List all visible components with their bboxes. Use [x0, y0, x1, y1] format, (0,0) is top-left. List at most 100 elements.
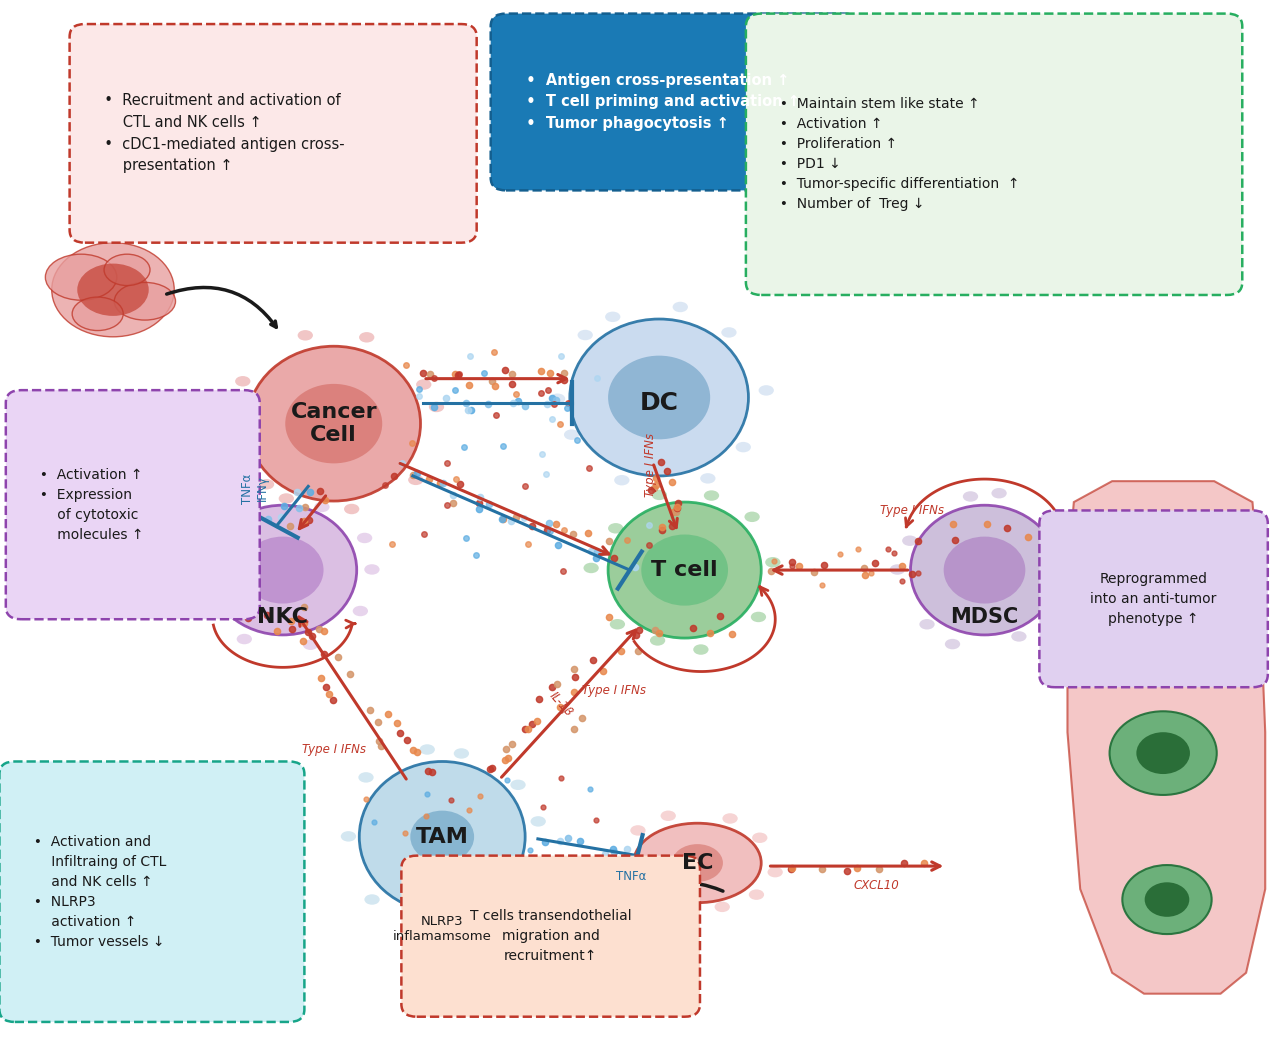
Text: •  Antigen cross-presentation ↑
  •  T cell priming and activation ↑
  •  Tumor : • Antigen cross-presentation ↑ • T cell … — [516, 73, 800, 131]
Ellipse shape — [77, 264, 148, 316]
Text: Type I IFNs: Type I IFNs — [583, 684, 647, 697]
FancyBboxPatch shape — [1039, 510, 1268, 687]
Ellipse shape — [1136, 732, 1190, 774]
Ellipse shape — [242, 537, 323, 604]
Ellipse shape — [608, 502, 762, 638]
Ellipse shape — [210, 520, 225, 530]
Ellipse shape — [530, 816, 546, 826]
Ellipse shape — [114, 282, 175, 320]
Ellipse shape — [604, 312, 620, 322]
Ellipse shape — [610, 619, 625, 630]
Ellipse shape — [574, 920, 676, 983]
Ellipse shape — [285, 384, 382, 463]
Ellipse shape — [745, 511, 759, 522]
Ellipse shape — [227, 425, 243, 435]
Ellipse shape — [962, 492, 978, 502]
Ellipse shape — [672, 844, 723, 882]
Ellipse shape — [104, 254, 150, 286]
Ellipse shape — [635, 894, 651, 905]
Ellipse shape — [661, 811, 676, 821]
Text: CXCL10: CXCL10 — [854, 880, 898, 892]
Ellipse shape — [943, 537, 1025, 604]
Ellipse shape — [721, 327, 736, 338]
Ellipse shape — [410, 811, 474, 863]
FancyBboxPatch shape — [746, 14, 1242, 295]
Text: •  Recruitment and activation of
      CTL and NK cells ↑
  •  cDC1-mediated ant: • Recruitment and activation of CTL and … — [95, 93, 345, 174]
Ellipse shape — [359, 761, 525, 912]
FancyBboxPatch shape — [491, 14, 860, 190]
Ellipse shape — [944, 639, 960, 650]
Ellipse shape — [417, 380, 432, 390]
Ellipse shape — [404, 910, 419, 920]
Text: TNFα
IFNγ: TNFα IFNγ — [240, 473, 268, 504]
Text: Reprogrammed
into an anti-tumor
phenotype ↑: Reprogrammed into an anti-tumor phenotyp… — [1090, 572, 1217, 626]
Ellipse shape — [236, 634, 252, 644]
Ellipse shape — [454, 748, 469, 758]
FancyBboxPatch shape — [401, 856, 700, 1017]
Text: •  Maintain stem like state ↑
  •  Activation ↑
  •  Proliferation ↑
  •  PD1 ↓
: • Maintain stem like state ↑ • Activatio… — [772, 97, 1020, 211]
Ellipse shape — [1145, 883, 1190, 916]
Ellipse shape — [574, 930, 625, 963]
Ellipse shape — [259, 479, 275, 490]
Text: TNFα: TNFα — [616, 870, 647, 883]
Ellipse shape — [889, 564, 905, 574]
Ellipse shape — [672, 301, 688, 312]
Ellipse shape — [504, 887, 519, 897]
Ellipse shape — [1068, 555, 1084, 566]
Ellipse shape — [608, 356, 711, 439]
Ellipse shape — [766, 558, 781, 568]
Ellipse shape — [483, 903, 498, 913]
Ellipse shape — [584, 563, 599, 573]
Text: Type I IFNs: Type I IFNs — [644, 433, 657, 498]
Ellipse shape — [236, 500, 252, 510]
Ellipse shape — [570, 319, 749, 476]
Ellipse shape — [608, 523, 624, 533]
Text: NKC: NKC — [257, 607, 308, 628]
Ellipse shape — [630, 825, 645, 836]
Text: MDSC: MDSC — [951, 607, 1019, 628]
Text: Type I IFNs: Type I IFNs — [302, 744, 366, 756]
Ellipse shape — [341, 832, 357, 842]
Ellipse shape — [510, 779, 525, 790]
Text: •  Activation ↑
  •  Expression
      of cytotoxic
      molecules ↑: • Activation ↑ • Expression of cytotoxic… — [32, 468, 144, 542]
Text: Cancer
Cell: Cancer Cell — [290, 402, 377, 446]
Ellipse shape — [749, 889, 764, 900]
Ellipse shape — [303, 639, 318, 650]
Text: Type I IFNs: Type I IFNs — [879, 504, 943, 517]
Ellipse shape — [619, 861, 634, 871]
Ellipse shape — [72, 297, 123, 331]
Text: DC: DC — [639, 391, 679, 414]
Ellipse shape — [642, 535, 728, 606]
Ellipse shape — [651, 635, 666, 645]
Ellipse shape — [429, 402, 445, 412]
Ellipse shape — [902, 536, 918, 546]
Ellipse shape — [652, 490, 667, 500]
Ellipse shape — [736, 441, 751, 452]
Ellipse shape — [51, 243, 174, 337]
Ellipse shape — [768, 867, 783, 878]
Text: EC: EC — [681, 852, 713, 873]
Ellipse shape — [750, 612, 766, 622]
Ellipse shape — [578, 329, 593, 340]
Text: T cells transendothelial
migration and
recruitment↑: T cells transendothelial migration and r… — [470, 909, 631, 963]
Ellipse shape — [45, 254, 116, 300]
Ellipse shape — [919, 619, 934, 630]
FancyBboxPatch shape — [0, 761, 304, 1022]
Ellipse shape — [550, 393, 565, 404]
Ellipse shape — [314, 502, 330, 513]
Ellipse shape — [353, 606, 368, 616]
Ellipse shape — [208, 505, 357, 635]
Ellipse shape — [419, 745, 435, 755]
Ellipse shape — [364, 564, 380, 574]
Text: •  Activation and
      Infiltraing of CTL
      and NK cells ↑
  •  NLRP3
     : • Activation and Infiltraing of CTL and … — [26, 835, 166, 949]
Ellipse shape — [364, 894, 380, 905]
Ellipse shape — [358, 772, 373, 782]
Text: TAM: TAM — [415, 826, 469, 847]
Ellipse shape — [634, 823, 762, 903]
Ellipse shape — [194, 577, 210, 588]
Text: IL-1β: IL-1β — [547, 689, 575, 719]
Ellipse shape — [714, 902, 730, 912]
Ellipse shape — [615, 475, 630, 485]
Text: T cell: T cell — [652, 560, 718, 581]
Ellipse shape — [759, 385, 774, 395]
